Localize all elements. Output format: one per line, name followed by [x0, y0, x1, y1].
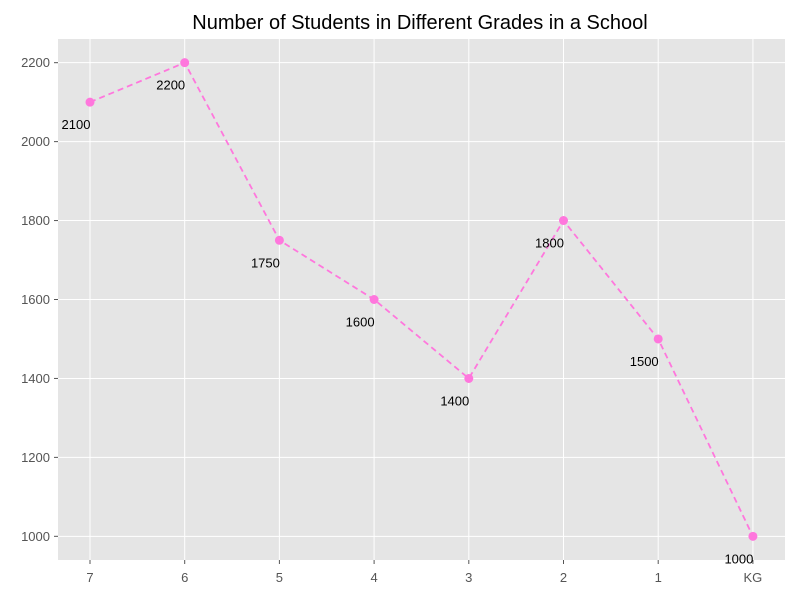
data-label: 2200	[156, 78, 185, 93]
y-tick-label: 2200	[21, 55, 50, 70]
data-label: 1400	[440, 393, 469, 408]
y-tick-label: 1000	[21, 529, 50, 544]
data-point-marker	[653, 334, 663, 344]
y-tick-label: 1600	[21, 292, 50, 307]
axis-ticks: 1000 1200 1400 1600 1800 2000 2200 7 6 5 4 3 2 1 KG	[21, 55, 762, 585]
data-point-marker	[559, 216, 568, 226]
data-point-marker	[369, 295, 379, 304]
y-tick-label: 1800	[21, 213, 50, 228]
x-tick-label: 4	[370, 570, 377, 585]
data-label: 1500	[630, 354, 659, 369]
x-tick-label: 1	[655, 570, 662, 585]
y-tick-label: 2000	[21, 134, 50, 149]
x-tick-label: 6	[181, 570, 188, 585]
x-tick-label: 5	[276, 570, 283, 585]
y-tick-label: 1200	[21, 450, 50, 465]
data-series	[85, 58, 758, 541]
x-tick-label: 3	[465, 570, 472, 585]
data-point-marker	[85, 97, 95, 107]
x-tick-label: 2	[560, 570, 567, 585]
data-label: 1000	[724, 551, 753, 566]
data-point-marker	[748, 531, 758, 541]
chart-title: Number of Students in Different Grades i…	[192, 12, 647, 34]
data-label: 1800	[535, 236, 564, 251]
x-tick-label: KG	[744, 570, 763, 585]
data-label: 1600	[346, 315, 375, 330]
data-point-marker	[180, 58, 190, 68]
data-labels: 2100 2200 1750 1600 1400 1800 1500 1000	[62, 78, 754, 567]
data-point-marker	[274, 235, 284, 245]
x-tick-label: 7	[86, 570, 93, 585]
data-label: 1750	[251, 255, 280, 270]
data-label: 2100	[62, 117, 91, 132]
y-tick-label: 1400	[21, 371, 50, 386]
data-point-marker	[464, 373, 474, 383]
